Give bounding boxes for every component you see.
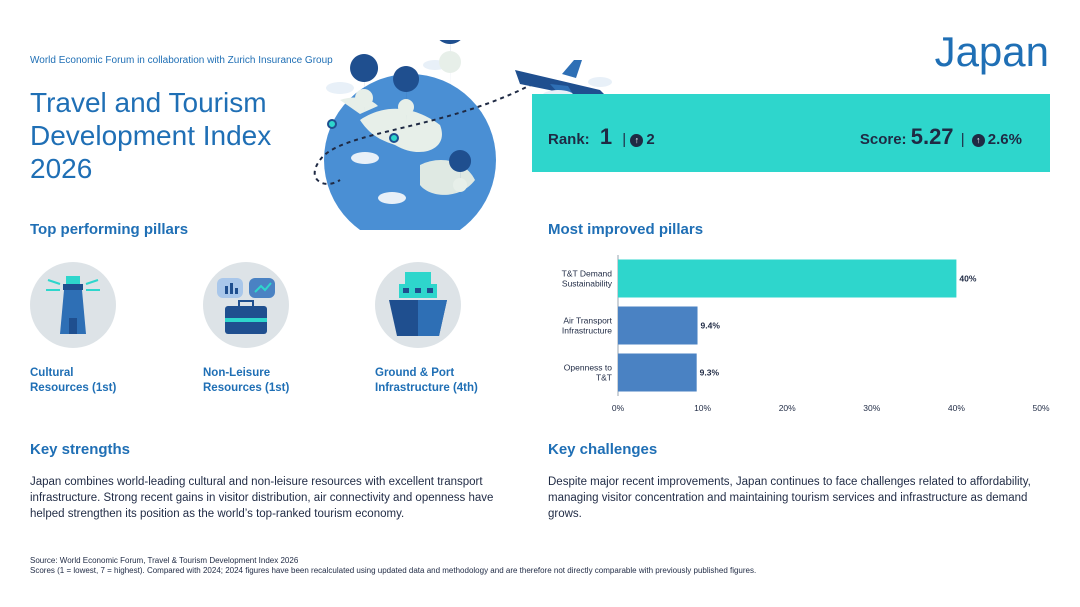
globe-illustration [313, 40, 612, 230]
score-value: 5.27 [910, 124, 954, 149]
rank-group: Rank: 1 | ↑ 2 [548, 124, 655, 149]
rank-change: 2 [646, 131, 655, 148]
pillar-label-line2: Infrastructure (4th) [375, 382, 478, 394]
map-pin-icon [393, 66, 420, 122]
source-note: Source: World Economic Forum, Travel & T… [30, 556, 299, 565]
score-group: Score: 5.27 | ↑ 2.6% [859, 124, 1022, 149]
x-tick-label: 30% [863, 403, 880, 413]
pillars-heading: Top performing pillars [30, 221, 189, 238]
improved-heading: Most improved pillars [548, 221, 704, 238]
strengths-heading: Key strengths [30, 441, 131, 458]
bar-value-label: 40% [959, 274, 976, 284]
bar-value-label: 9.3% [700, 368, 720, 378]
x-tick-label: 50% [1032, 403, 1049, 413]
score-label: Score: [859, 131, 907, 148]
map-pin-icon [439, 40, 461, 92]
category-label: Sustainability [562, 279, 613, 289]
category-label: Infrastructure [562, 326, 612, 336]
pillar-non-leisure: Non-Leisure Resources (1st) [203, 366, 343, 396]
category-label: Air Transport [563, 316, 612, 326]
rank-value: 1 [599, 124, 613, 149]
map-pin-icon [350, 54, 379, 114]
pillar-label-line2: Resources (1st) [30, 382, 117, 394]
pillar-cultural: Cultural Resources (1st) [30, 366, 170, 396]
country-name: Japan [934, 28, 1049, 75]
x-tick-label: 0% [612, 403, 625, 413]
bar [618, 259, 957, 298]
category-label: Openness to [564, 363, 612, 373]
strengths-text: Japan combines world-leading cultural an… [30, 476, 494, 520]
pillar-label-line1: Non-Leisure [203, 367, 271, 379]
bar-value-label: 9.4% [701, 321, 721, 331]
score-change: 2.6% [987, 131, 1022, 148]
up-arrow-icon: ↑ [630, 134, 644, 147]
pillar-label-line2: Resources (1st) [203, 382, 290, 394]
x-tick-label: 40% [948, 403, 965, 413]
ship-icon [375, 262, 461, 348]
pillar-ground-port: Ground & Port Infrastructure (4th) [375, 366, 515, 396]
collab-line: World Economic Forum in collaboration wi… [30, 55, 333, 66]
map-pin-icon [449, 150, 472, 198]
pillar-label-line1: Ground & Port [375, 367, 455, 379]
rank-score-panel: Rank: 1 | ↑ 2 Score: 5.27 | ↑ 2.6% [532, 94, 1050, 172]
category-label: T&T [596, 373, 612, 383]
briefcase-icon [203, 262, 289, 348]
page-title: Travel and Tourism Development Index 202… [30, 87, 272, 184]
pillar-label-line1: Cultural [30, 367, 74, 379]
lighthouse-icon [30, 262, 116, 348]
methodology-note: Scores (1 = lowest, 7 = highest). Compar… [30, 566, 757, 575]
challenges-text: Despite major recent improvements, Japan… [548, 476, 1031, 520]
up-arrow-icon: ↑ [971, 134, 985, 147]
challenges-heading: Key challenges [548, 441, 658, 458]
bar [618, 353, 697, 392]
category-label: T&T Demand [562, 269, 613, 279]
x-tick-label: 10% [694, 403, 711, 413]
x-tick-label: 20% [779, 403, 796, 413]
bar [618, 306, 698, 345]
rank-label: Rank: [548, 131, 590, 148]
